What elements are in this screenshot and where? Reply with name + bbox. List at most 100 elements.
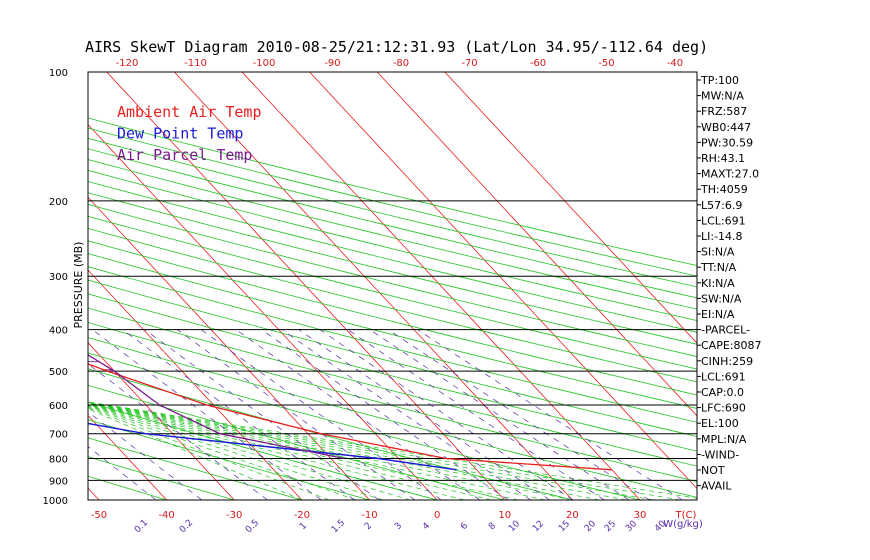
pressure-tick-label: 600: [49, 401, 68, 412]
mixing-ratio-label: 0.2: [178, 518, 195, 535]
dry-adiabat: [88, 401, 438, 500]
pressure-tick-label: 800: [49, 455, 68, 466]
dry-adiabat: [88, 337, 697, 498]
side-panel-item: EI:N/A: [701, 308, 735, 321]
dry-adiabat: [88, 181, 697, 333]
mixing-ratio-label: 15: [557, 519, 572, 534]
mixing-ratio-line: [417, 329, 683, 500]
side-panel-item: RH:43.1: [701, 152, 745, 165]
dry-adiabat: [88, 266, 697, 423]
pressure-tick-label: 700: [49, 430, 68, 441]
top-temp-tick-label: -70: [461, 58, 477, 69]
bottom-temp-tick-label: -50: [91, 510, 107, 521]
mixing-ratio-label: 12: [531, 519, 546, 534]
dry-adiabat: [88, 203, 697, 357]
dry-adiabat: [88, 322, 697, 482]
side-panel-item: MAXT:27.0: [701, 168, 759, 181]
pressure-tick-label: 300: [49, 272, 68, 283]
side-panel-item: LCL:691: [701, 214, 746, 227]
mixing-ratio-label: 1.5: [330, 518, 347, 535]
side-panel-item: CAPE:8087: [701, 339, 762, 352]
isotherm-line: [309, 72, 697, 490]
side-panel-item: TT:N/A: [700, 261, 737, 274]
moist-adiabat: [88, 406, 357, 500]
isotherm-line: [174, 72, 573, 500]
bottom-temp-tick-label: 30: [634, 510, 647, 521]
isotherm-line: [241, 72, 641, 500]
side-panel-item: L57:6.9: [701, 199, 742, 212]
mixing-ratio-label: 8: [487, 521, 498, 532]
top-temp-tick-label: -50: [598, 58, 614, 69]
dry-adiabat: [88, 117, 697, 266]
side-panel-item: EL:100: [701, 417, 739, 430]
plot-area: [0, 72, 697, 500]
isotherm-line: [0, 72, 31, 500]
bottom-temp-tick-label: 20: [566, 510, 579, 521]
side-panel-item: NOT: [701, 464, 725, 477]
moist-adiabat: [88, 408, 303, 500]
mixing-ratio-label: 1: [298, 521, 309, 532]
bottom-temp-tick-label: -30: [226, 510, 242, 521]
side-panel-item: MW:N/A: [701, 90, 744, 103]
side-panel-item: TP:100: [700, 74, 739, 87]
pressure-tick-label: 200: [49, 197, 68, 208]
dry-adiabat: [88, 137, 697, 288]
mixing-ratio-label: 10: [507, 519, 522, 534]
top-temp-tick-label: -120: [116, 58, 139, 69]
moist-adiabat: [88, 401, 681, 500]
dry-adiabat: [88, 169, 697, 321]
side-panel-item: LI:-14.8: [701, 230, 743, 243]
parcel-temp-line: [88, 354, 345, 460]
pressure-tick-label: 900: [49, 476, 68, 487]
dewpoint-line: [88, 422, 457, 471]
dry-adiabat: [88, 127, 697, 277]
side-panel-item: CINH:259: [701, 355, 753, 368]
pressure-tick-label: 400: [49, 326, 68, 337]
dry-adiabat: [88, 192, 697, 345]
bottom-temp-tick-label: 0: [434, 510, 440, 521]
side-panel-item: PW:30.59: [701, 136, 753, 149]
mixing-ratio-line: [369, 329, 630, 500]
y-axis-label: PRESSURE (MB): [72, 242, 85, 329]
side-panel-item: LFC:690: [701, 402, 746, 415]
bottom-temp-tick-label: -10: [361, 510, 377, 521]
legend-entry: Ambient Air Temp: [117, 103, 262, 121]
pressure-tick-label: 1000: [43, 496, 68, 507]
dry-adiabat: [88, 215, 697, 370]
dry-adiabat: [88, 384, 505, 500]
top-temp-tick-label: -80: [393, 58, 409, 69]
legend-entry: Air Parcel Temp: [117, 146, 252, 164]
side-panel-item: TH:4059: [700, 183, 748, 196]
dry-adiabat: [88, 240, 697, 396]
mixing-ratio-label: 3: [393, 521, 404, 532]
pressure-tick-label: 100: [49, 68, 68, 79]
plot-frame: [87, 71, 698, 501]
dry-adiabat: [88, 227, 697, 383]
mixing-ratio-label: 6: [459, 521, 470, 532]
dry-adiabat: [88, 307, 697, 467]
moist-adiabat: [88, 402, 627, 500]
side-panel-item: CAP:0.0: [701, 386, 744, 399]
dry-adiabat: [88, 368, 573, 500]
mixing-ratio-label: 20: [583, 519, 598, 534]
moist-adiabat: [88, 404, 465, 500]
dry-adiabat: [88, 159, 697, 310]
mixing-ratio-label: 0.1: [133, 518, 150, 535]
top-temp-tick-label: -100: [253, 58, 276, 69]
dry-adiabat: [88, 419, 370, 500]
side-panel-item: -PARCEL-: [701, 324, 750, 337]
mixing-ratio-label: 4: [421, 521, 432, 532]
chart-title: AIRS SkewT Diagram 2010-08-25/21:12:31.9…: [85, 38, 708, 56]
side-panel-item: WB0:447: [701, 121, 751, 134]
dry-adiabat: [88, 293, 697, 452]
isotherm-line: [88, 414, 167, 500]
top-temp-tick-label: -60: [530, 58, 546, 69]
side-panel-item: MPL:N/A: [701, 433, 747, 446]
side-panel-item: SW:N/A: [701, 292, 742, 305]
mixing-ratio-unit: W(g/kg): [663, 519, 703, 530]
moist-adiabat: [88, 402, 573, 500]
moist-adiabat: [88, 407, 330, 500]
isotherm-line: [106, 72, 506, 500]
side-panel-item: SI:N/A: [701, 246, 735, 259]
